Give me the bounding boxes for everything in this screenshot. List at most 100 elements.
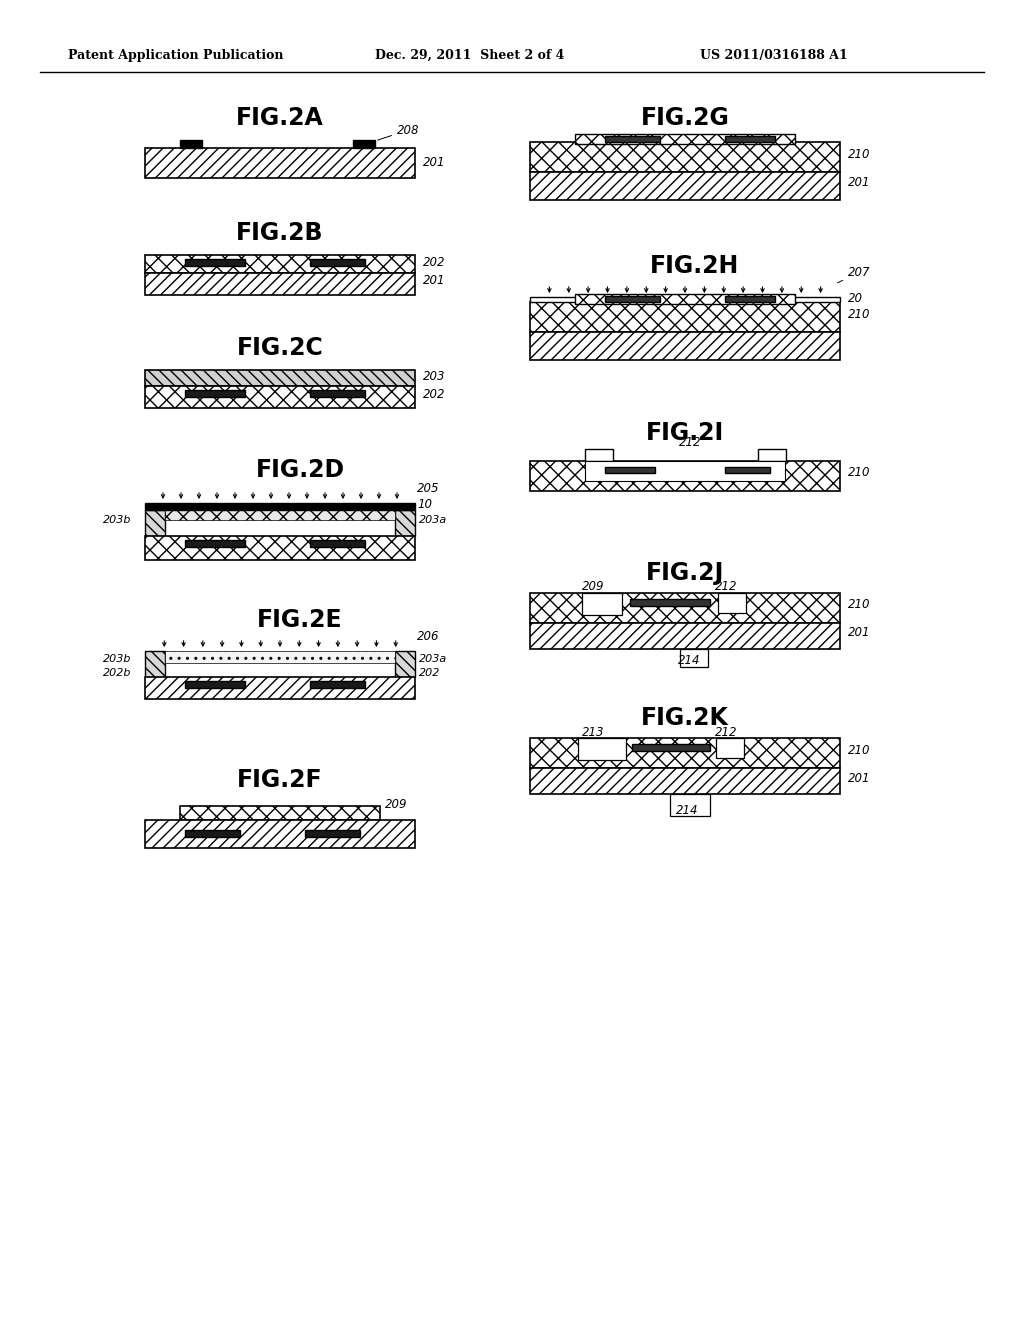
Bar bbox=[605, 467, 655, 473]
Bar bbox=[395, 510, 415, 536]
Bar bbox=[145, 503, 415, 510]
Bar bbox=[632, 744, 710, 751]
Text: 10: 10 bbox=[417, 498, 432, 511]
Text: 214: 214 bbox=[676, 804, 698, 817]
Bar bbox=[530, 623, 840, 649]
Bar bbox=[530, 143, 840, 172]
Bar bbox=[530, 461, 840, 491]
Text: FIG.2J: FIG.2J bbox=[646, 561, 724, 585]
Bar bbox=[145, 820, 415, 847]
Bar bbox=[145, 677, 415, 700]
Text: 209: 209 bbox=[582, 581, 604, 594]
Text: 203a: 203a bbox=[419, 515, 447, 525]
Bar bbox=[530, 172, 840, 201]
Bar bbox=[725, 296, 775, 302]
Bar bbox=[353, 140, 375, 148]
Text: 210: 210 bbox=[848, 743, 870, 756]
Text: FIG.2H: FIG.2H bbox=[650, 253, 739, 279]
Bar bbox=[530, 768, 840, 795]
Bar bbox=[725, 467, 770, 473]
Bar bbox=[530, 297, 840, 302]
Text: 207: 207 bbox=[838, 267, 870, 282]
Text: 210: 210 bbox=[848, 308, 870, 321]
Bar bbox=[605, 296, 660, 302]
Bar bbox=[305, 830, 360, 837]
Bar bbox=[145, 255, 415, 273]
Bar bbox=[670, 795, 710, 816]
Text: 203a: 203a bbox=[419, 653, 447, 664]
Text: 201: 201 bbox=[848, 177, 870, 190]
Text: FIG.2D: FIG.2D bbox=[255, 458, 344, 482]
Bar bbox=[758, 449, 786, 461]
Bar bbox=[530, 738, 840, 768]
Bar bbox=[575, 135, 795, 144]
Bar bbox=[530, 593, 840, 623]
Text: FIG.2A: FIG.2A bbox=[237, 106, 324, 129]
Bar bbox=[310, 389, 365, 397]
Bar bbox=[585, 461, 785, 480]
Text: 201: 201 bbox=[848, 771, 870, 784]
Bar bbox=[725, 136, 775, 143]
Bar bbox=[718, 593, 746, 612]
Text: 202: 202 bbox=[423, 256, 445, 269]
Bar bbox=[185, 540, 245, 546]
Text: 20: 20 bbox=[848, 292, 863, 305]
Bar bbox=[180, 807, 380, 820]
Text: FIG.2I: FIG.2I bbox=[646, 421, 724, 445]
Bar bbox=[530, 302, 840, 333]
Bar bbox=[145, 536, 415, 560]
Bar bbox=[145, 385, 415, 408]
Text: FIG.2F: FIG.2F bbox=[238, 768, 323, 792]
Bar bbox=[185, 259, 245, 267]
Text: FIG.2B: FIG.2B bbox=[237, 220, 324, 246]
Text: 209: 209 bbox=[385, 797, 408, 810]
Text: FIG.2K: FIG.2K bbox=[641, 706, 729, 730]
Text: 206: 206 bbox=[417, 631, 439, 644]
Bar bbox=[310, 259, 365, 267]
Text: FIG.2E: FIG.2E bbox=[257, 609, 343, 632]
Bar bbox=[585, 449, 613, 461]
Bar bbox=[575, 294, 795, 304]
Bar bbox=[145, 148, 415, 178]
Bar bbox=[310, 540, 365, 546]
Text: Dec. 29, 2011  Sheet 2 of 4: Dec. 29, 2011 Sheet 2 of 4 bbox=[375, 49, 564, 62]
Text: 212: 212 bbox=[715, 581, 737, 594]
Text: 214: 214 bbox=[678, 655, 700, 668]
Text: 205: 205 bbox=[417, 483, 439, 495]
Bar bbox=[605, 136, 660, 143]
Bar bbox=[185, 389, 245, 397]
Bar bbox=[185, 681, 245, 688]
Text: 212: 212 bbox=[715, 726, 737, 738]
Text: FIG.2C: FIG.2C bbox=[237, 337, 324, 360]
Text: Patent Application Publication: Patent Application Publication bbox=[68, 49, 284, 62]
Bar bbox=[185, 830, 240, 837]
Bar bbox=[165, 651, 395, 663]
Text: 203: 203 bbox=[423, 371, 445, 384]
Text: 210: 210 bbox=[848, 598, 870, 611]
Bar bbox=[395, 651, 415, 677]
Text: 202: 202 bbox=[419, 668, 440, 678]
Bar bbox=[582, 593, 622, 615]
Text: 210: 210 bbox=[848, 148, 870, 161]
Text: 212: 212 bbox=[679, 437, 701, 450]
Text: 202: 202 bbox=[423, 388, 445, 400]
Text: 213: 213 bbox=[582, 726, 604, 738]
Text: 201: 201 bbox=[423, 156, 445, 169]
Text: 210: 210 bbox=[848, 466, 870, 479]
Bar bbox=[145, 273, 415, 294]
Text: 201: 201 bbox=[848, 627, 870, 639]
Bar bbox=[716, 738, 744, 758]
Bar bbox=[530, 333, 840, 360]
Text: FIG.2G: FIG.2G bbox=[641, 106, 729, 129]
Bar bbox=[145, 651, 165, 677]
Bar bbox=[165, 510, 395, 520]
Text: 201: 201 bbox=[423, 275, 445, 288]
Bar bbox=[310, 681, 365, 688]
Text: 203b: 203b bbox=[103, 653, 131, 664]
Text: 202b: 202b bbox=[103, 668, 131, 678]
Text: US 2011/0316188 A1: US 2011/0316188 A1 bbox=[700, 49, 848, 62]
Bar bbox=[145, 510, 165, 536]
Text: 203b: 203b bbox=[103, 515, 131, 525]
Bar bbox=[578, 738, 626, 760]
Bar bbox=[145, 370, 415, 385]
